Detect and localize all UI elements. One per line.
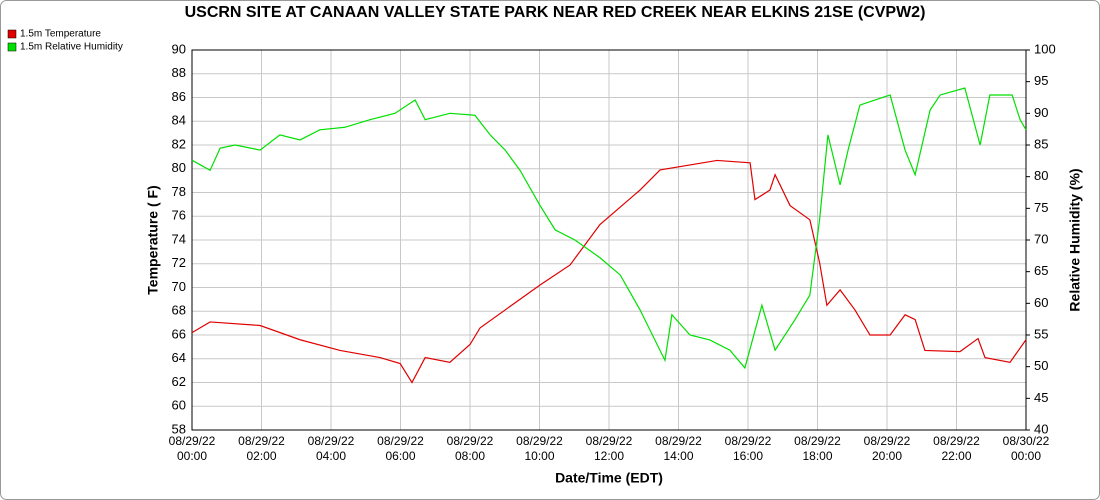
y2-tick-label: 45 xyxy=(1034,390,1048,405)
y2-tick-label: 50 xyxy=(1034,358,1048,373)
x-tick-label: 08/29/22 00:00 xyxy=(169,434,216,463)
x-tick-label: 08/29/22 08:00 xyxy=(447,434,494,463)
y-axis-label: Temperature ( F) xyxy=(145,185,161,294)
y-tick-label: 72 xyxy=(172,255,186,270)
x-tick-label: 08/29/22 14:00 xyxy=(655,434,702,463)
x-tick-label: 08/30/22 00:00 xyxy=(1003,434,1050,463)
y2-tick-label: 65 xyxy=(1034,263,1048,278)
legend-label: 1.5m Relative Humidity xyxy=(20,42,123,53)
y-tick-label: 70 xyxy=(172,279,186,294)
x-tick-label: 08/29/22 04:00 xyxy=(308,434,355,463)
plot-border xyxy=(191,49,1027,431)
y-tick-label: 82 xyxy=(172,136,186,151)
x-tick-label: 08/29/22 02:00 xyxy=(238,434,285,463)
legend-swatch xyxy=(7,29,17,39)
x-tick-label: 08/29/22 16:00 xyxy=(725,434,772,463)
x-axis-label: Date/Time (EDT) xyxy=(555,470,663,486)
line-series xyxy=(191,159,1027,384)
y-tick-label: 80 xyxy=(172,160,186,175)
x-tick-label: 08/29/22 18:00 xyxy=(794,434,841,463)
y2-axis-label: Relative Humidity (%) xyxy=(1067,168,1083,311)
x-tick-label: 08/29/22 12:00 xyxy=(586,434,633,463)
y-tick-label: 60 xyxy=(172,398,186,413)
y-tick-label: 84 xyxy=(172,113,186,128)
y2-tick-label: 75 xyxy=(1034,200,1048,215)
y2-tick-label: 85 xyxy=(1034,136,1048,151)
legend-swatch xyxy=(7,42,17,52)
x-tick-label: 08/29/22 10:00 xyxy=(516,434,563,463)
x-tick-label: 08/29/22 20:00 xyxy=(864,434,911,463)
legend-label: 1.5m Temperature xyxy=(20,29,101,40)
y-tick-label: 78 xyxy=(172,184,186,199)
y-tick-label: 66 xyxy=(172,326,186,341)
y2-tick-label: 70 xyxy=(1034,231,1048,246)
x-tick-label: 08/29/22 06:00 xyxy=(377,434,424,463)
y-tick-label: 64 xyxy=(172,350,186,365)
y-tick-label: 86 xyxy=(172,89,186,104)
y-tick-label: 76 xyxy=(172,208,186,223)
y-tick-label: 62 xyxy=(172,374,186,389)
line-series xyxy=(191,87,1027,370)
y-tick-label: 68 xyxy=(172,303,186,318)
y-tick-label: 90 xyxy=(172,41,186,56)
y-tick-label: 74 xyxy=(172,231,186,246)
x-tick-label: 08/29/22 22:00 xyxy=(933,434,980,463)
y2-tick-label: 100 xyxy=(1034,41,1056,56)
y2-tick-label: 95 xyxy=(1034,73,1048,88)
y2-tick-label: 80 xyxy=(1034,168,1048,183)
y2-tick-label: 90 xyxy=(1034,105,1048,120)
y-tick-label: 58 xyxy=(172,421,186,436)
y2-tick-label: 40 xyxy=(1034,421,1048,436)
y2-tick-label: 55 xyxy=(1034,326,1048,341)
chart-title: USCRN SITE AT CANAAN VALLEY STATE PARK N… xyxy=(185,4,926,21)
y-tick-label: 88 xyxy=(172,65,186,80)
y2-tick-label: 60 xyxy=(1034,295,1048,310)
